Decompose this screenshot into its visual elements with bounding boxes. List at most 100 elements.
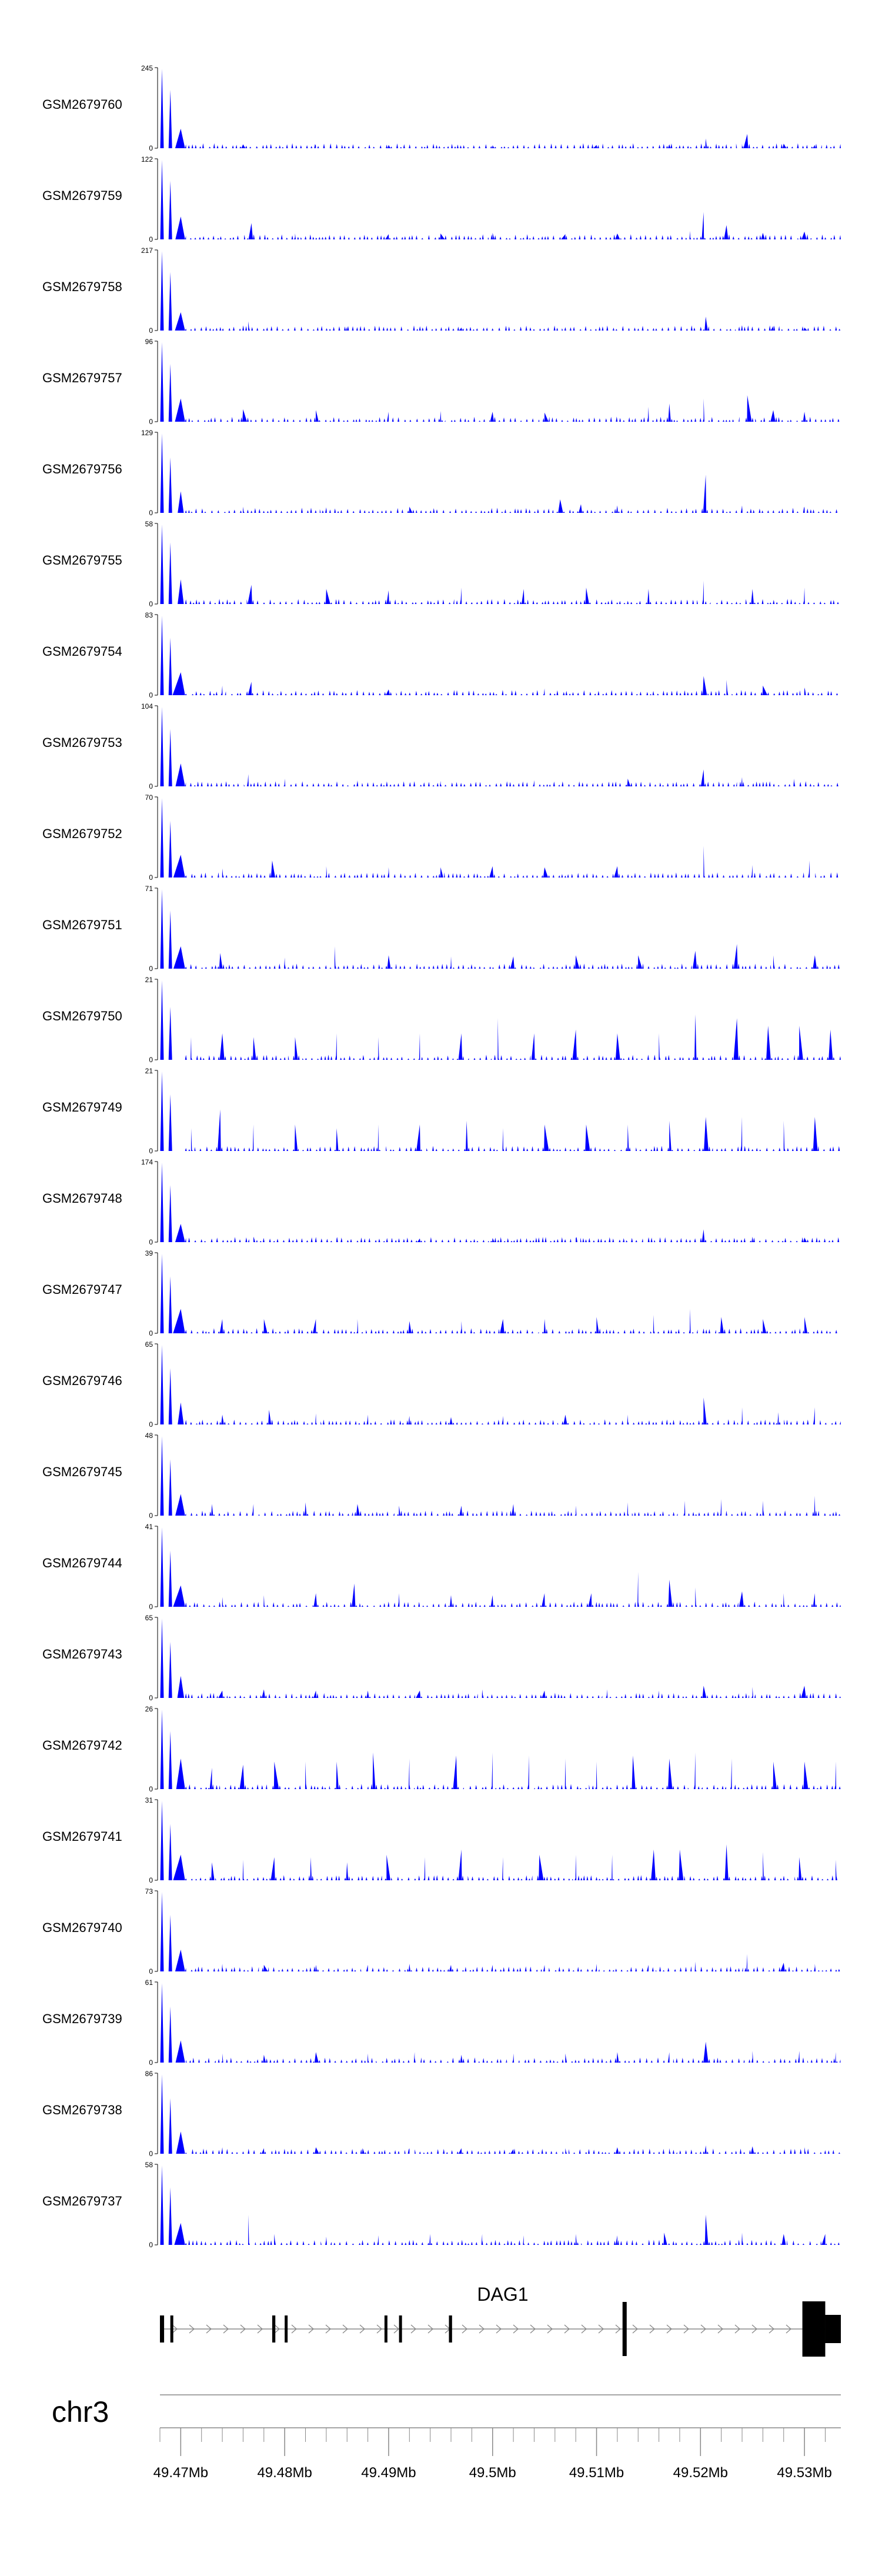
track-ymax-label: 122 [141, 155, 153, 163]
gene-exon [160, 2315, 165, 2343]
strand-arrow [342, 2324, 348, 2334]
gene-label: DAG1 [477, 2284, 528, 2305]
gene-exon [170, 2315, 173, 2343]
coverage-area [160, 251, 841, 331]
coverage-area [160, 433, 841, 513]
track-label: GSM2679755 [42, 553, 122, 568]
track-label: GSM2679748 [42, 1191, 122, 1206]
strand-arrow [786, 2324, 791, 2334]
track-ymax-label: 48 [145, 1432, 153, 1440]
coverage-area [160, 1254, 841, 1333]
strand-arrow [513, 2324, 519, 2334]
track-GSM2679757: GSM2679757 96 0 [42, 338, 841, 426]
track-ymax-label: 61 [145, 1978, 153, 1987]
strand-arrow [257, 2324, 263, 2334]
strand-arrow [223, 2324, 229, 2334]
track-GSM2679748: GSM2679748 174 0 [42, 1158, 841, 1246]
track-ymax-label: 96 [145, 338, 153, 346]
track-label: GSM2679741 [42, 1829, 122, 1844]
track-label: GSM2679744 [42, 1556, 122, 1570]
track-ymax-label: 21 [145, 1067, 153, 1075]
track-GSM2679738: GSM2679738 86 0 [42, 2070, 841, 2158]
track-GSM2679754: GSM2679754 83 0 [42, 611, 841, 699]
track-label: GSM2679757 [42, 371, 122, 385]
track-label: GSM2679740 [42, 1920, 122, 1935]
gene-exon [622, 2302, 627, 2356]
track-label: GSM2679754 [42, 644, 122, 659]
track-ymax-label: 58 [145, 520, 153, 528]
coverage-area [160, 342, 841, 422]
track-GSM2679758: GSM2679758 217 0 [42, 246, 841, 335]
track-ymax-label: 21 [145, 976, 153, 984]
track-ymin-label: 0 [149, 1785, 153, 1793]
track-ymax-label: 65 [145, 1614, 153, 1622]
track-label: GSM2679759 [42, 188, 122, 203]
strand-arrow [206, 2324, 212, 2334]
gene-exon [399, 2315, 402, 2343]
strand-arrow [700, 2324, 706, 2334]
strand-arrow [240, 2324, 246, 2334]
axis-tick-label: 49.53Mb [777, 2465, 831, 2481]
strand-arrow [615, 2324, 621, 2334]
coverage-area [160, 160, 841, 239]
track-GSM2679745: GSM2679745 48 0 [42, 1432, 841, 1520]
track-GSM2679753: GSM2679753 104 0 [42, 702, 841, 790]
coverage-area [160, 1527, 841, 1607]
track-ymin-label: 0 [149, 873, 153, 882]
coverage-area [160, 2074, 841, 2154]
coverage-area [160, 1619, 841, 1698]
track-label: GSM2679749 [42, 1100, 122, 1115]
track-GSM2679737: GSM2679737 58 0 [42, 2161, 841, 2249]
track-ymax-label: 129 [141, 429, 153, 437]
strand-arrow [581, 2324, 587, 2334]
track-ymin-label: 0 [149, 1967, 153, 1976]
axis-tick-label: 49.51Mb [569, 2465, 624, 2481]
track-GSM2679759: GSM2679759 122 0 [42, 155, 841, 243]
coverage-area [160, 1163, 841, 1242]
track-ymax-label: 174 [141, 1158, 153, 1166]
track-ymax-label: 86 [145, 2070, 153, 2078]
track-ymin-label: 0 [149, 2241, 153, 2249]
coverage-area [160, 616, 841, 695]
axis-tick-label: 49.48Mb [257, 2465, 312, 2481]
coverage-area [160, 1983, 841, 2063]
track-ymax-label: 26 [145, 1705, 153, 1713]
track-ymin-label: 0 [149, 326, 153, 335]
track-ymin-label: 0 [149, 1238, 153, 1246]
track-GSM2679750: GSM2679750 21 0 [42, 976, 841, 1064]
track-ymax-label: 65 [145, 1340, 153, 1349]
axis-tick-label: 49.47Mb [153, 2465, 208, 2481]
track-label: GSM2679742 [42, 1738, 122, 1753]
strand-arrow [274, 2324, 280, 2334]
track-ymin-label: 0 [149, 1603, 153, 1611]
track-label: GSM2679745 [42, 1464, 122, 1479]
track-ymin-label: 0 [149, 1420, 153, 1429]
strand-arrow [530, 2324, 536, 2334]
track-ymin-label: 0 [149, 2058, 153, 2067]
track-label: GSM2679746 [42, 1373, 122, 1388]
track-GSM2679742: GSM2679742 26 0 [42, 1705, 841, 1793]
gene-exon [384, 2315, 387, 2343]
strand-arrow [649, 2324, 655, 2334]
track-ymax-label: 217 [141, 246, 153, 255]
strand-arrow [462, 2324, 467, 2334]
track-label: GSM2679747 [42, 1282, 122, 1297]
track-ymin-label: 0 [149, 235, 153, 243]
axis-tick-label: 49.5Mb [469, 2465, 516, 2481]
strand-arrow [717, 2324, 723, 2334]
strand-arrow [564, 2324, 570, 2334]
track-ymin-label: 0 [149, 600, 153, 608]
track-ymax-label: 73 [145, 1887, 153, 1896]
axis-tick-label: 49.52Mb [673, 2465, 728, 2481]
coverage-area [160, 889, 841, 969]
axis-tick-label: 49.49Mb [361, 2465, 416, 2481]
track-GSM2679760: GSM2679760 245 0 [42, 64, 841, 152]
strand-arrow [325, 2324, 331, 2334]
track-ymin-label: 0 [149, 1876, 153, 1884]
strand-arrow [359, 2324, 365, 2334]
track-ymax-label: 41 [145, 1523, 153, 1531]
strand-arrow [479, 2324, 485, 2334]
track-GSM2679749: GSM2679749 21 0 [42, 1067, 841, 1155]
track-GSM2679739: GSM2679739 61 0 [42, 1978, 841, 2067]
coverage-area [160, 525, 841, 604]
